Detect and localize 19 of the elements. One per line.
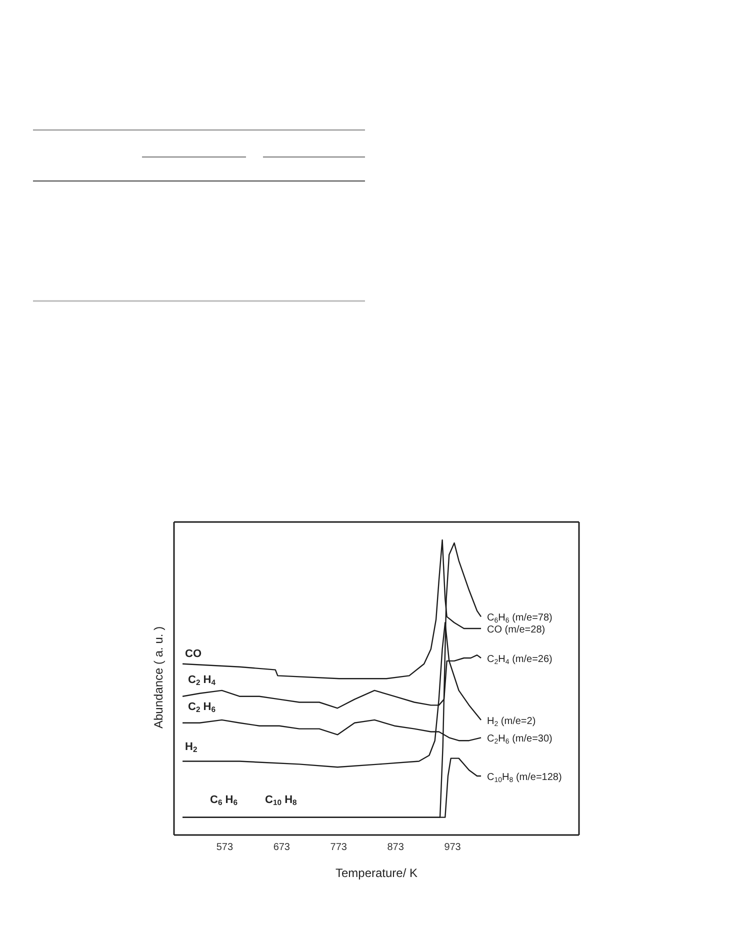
annotation: C$_{2}$ H$_{4}$ (188, 674, 216, 688)
x-tick-label: 573 (216, 842, 234, 854)
annotation: C$_{10}$ H$_{8}$ (265, 794, 298, 808)
x-tick-label: 673 (273, 842, 290, 854)
annotation: C$_{2}$ H$_{6}$ (188, 701, 216, 714)
annotation: C$_{6}$ H$_{6}$ (210, 794, 238, 808)
x-tick-label: 873 (387, 842, 404, 854)
series-label: C$_{6}$H$_{6}$ (m/e=78) (487, 612, 552, 625)
y-axis-title: Abundance ( a. u. ) (151, 626, 166, 728)
series-label: CO (m/e=28) (487, 624, 546, 636)
x-tick-label: 973 (444, 842, 462, 854)
annotation: CO (185, 648, 202, 660)
annotation: H$_{2}$ (185, 741, 198, 754)
series-label: C$_{10}$H$_{8}$ (m/e=128) (487, 772, 562, 784)
x-tick-label: 773 (330, 842, 348, 854)
x-axis-title: Temperature/ K (335, 866, 418, 880)
series-label: H$_{2}$ (m/e=2) (487, 716, 536, 728)
series-label: C$_{2}$H$_{4}$ (m/e=26) (487, 654, 552, 666)
series-label: C$_{2}$H$_{6}$ (m/e=30) (487, 734, 552, 746)
